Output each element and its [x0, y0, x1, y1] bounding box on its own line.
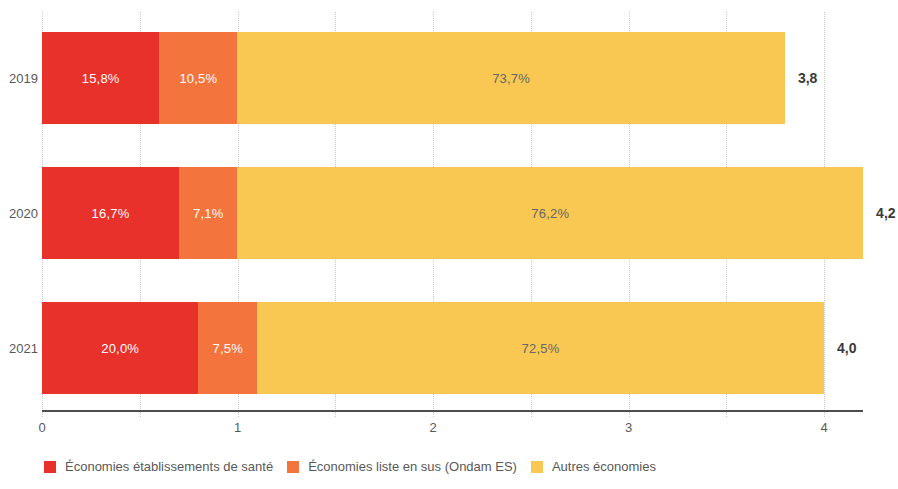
legend-label: Économies établissements de santé: [65, 459, 273, 474]
legend-item: Autres économies: [531, 459, 656, 474]
total-label: 4,2: [876, 167, 895, 259]
bar-segment: 73,7%: [237, 32, 785, 124]
x-tick-label: 4: [820, 420, 827, 435]
legend-label: Autres économies: [552, 459, 656, 474]
legend-swatch-icon: [44, 461, 56, 473]
category-label: 2019: [0, 32, 38, 124]
total-label: 4,0: [837, 302, 856, 394]
x-tick-label: 2: [429, 420, 436, 435]
bar-segment: 20,0%: [42, 302, 198, 394]
bar-segment: 10,5%: [159, 32, 237, 124]
bar-segment: 16,7%: [42, 167, 179, 259]
legend-item: Économies liste en sus (Ondam ES): [287, 459, 517, 474]
bar-segment: 7,1%: [179, 167, 237, 259]
x-tick-label: 1: [234, 420, 241, 435]
stacked-bar-chart: 201915,8%10,5%73,7% 3,8 202016,7%7,1%76,2%…: [0, 0, 898, 489]
x-tick-label: 3: [625, 420, 632, 435]
category-label: 2020: [0, 167, 38, 259]
bar-segment: 7,5%: [198, 302, 257, 394]
legend-swatch-icon: [287, 461, 299, 473]
bar-segment: 15,8%: [42, 32, 159, 124]
legend: Économies établissements de santé Économi…: [44, 459, 656, 474]
legend-swatch-icon: [531, 461, 543, 473]
bar-segment: 76,2%: [237, 167, 863, 259]
legend-label: Économies liste en sus (Ondam ES): [308, 459, 517, 474]
bar-segment: 72,5%: [257, 302, 824, 394]
legend-item: Économies établissements de santé: [44, 459, 273, 474]
x-axis-line: [42, 410, 863, 412]
total-label: 3,8: [798, 32, 817, 124]
category-label: 2021: [0, 302, 38, 394]
x-tick-label: 0: [38, 420, 45, 435]
